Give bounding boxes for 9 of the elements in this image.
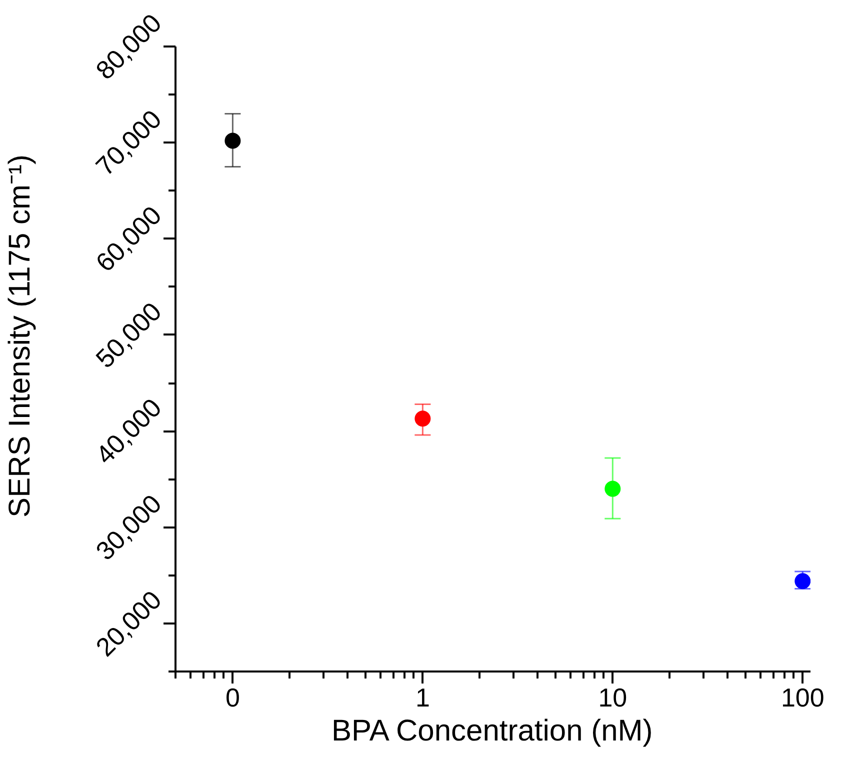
x-tick-label: 10 [598,682,628,712]
x-tick-label: 1 [415,682,430,712]
point [414,410,431,427]
point [224,132,241,149]
x-tick-label: 100 [780,682,824,712]
x-axis-title: BPA Concentration (nM) [332,714,653,748]
y-axis-title: SERS Intensity (1175 cm⁻¹) [4,154,36,518]
point [604,480,621,497]
x-tick-label: 0 [225,682,240,712]
